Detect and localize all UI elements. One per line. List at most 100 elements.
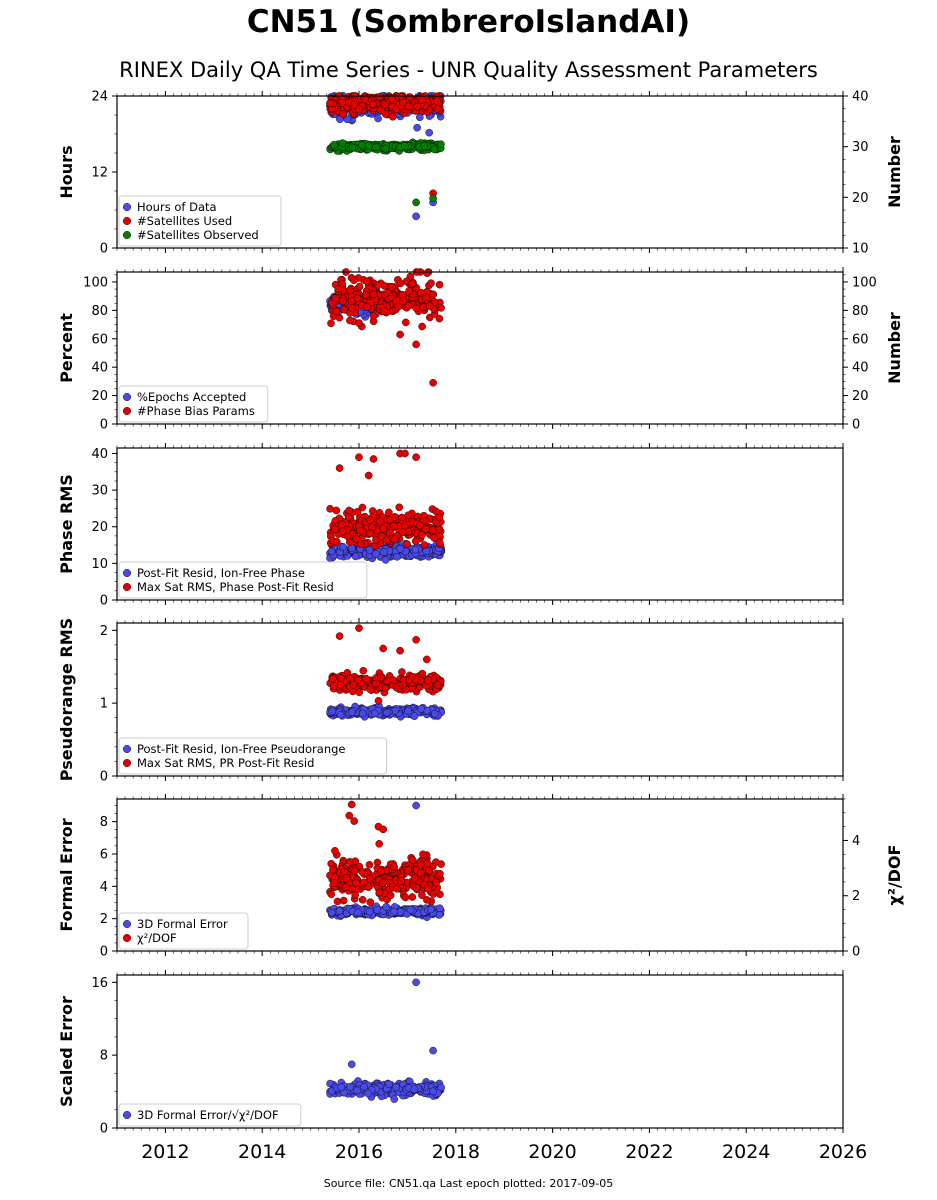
data-point bbox=[369, 100, 377, 109]
data-point bbox=[418, 669, 427, 678]
data-point bbox=[361, 291, 370, 300]
data-point bbox=[354, 908, 362, 917]
data-point bbox=[408, 893, 417, 901]
y-right-tick-label: 0 bbox=[852, 418, 860, 433]
data-point bbox=[377, 532, 386, 540]
data-point bbox=[390, 863, 398, 871]
data-point bbox=[429, 1046, 437, 1055]
data-point bbox=[435, 314, 444, 323]
panel-5: 0 2 4 6 8 0 2 4 χ²/DOF Formal Error 3D Formal Erro… bbox=[57, 794, 904, 960]
y-tick-label: 0 bbox=[100, 1122, 108, 1137]
x-ticks bbox=[116, 970, 844, 1133]
data-point bbox=[330, 879, 339, 887]
legend-label: Max Sat RMS, Phase Post-Fit Resid bbox=[137, 580, 334, 594]
panel-4: 0 1 2 Pseudorange RMS Post-Fit Resid, Ion-Fr… bbox=[57, 618, 844, 785]
data-point bbox=[379, 644, 388, 653]
y-right-ticks: 10 20 30 40 bbox=[843, 90, 869, 257]
y-tick-label: 1 bbox=[100, 697, 108, 712]
series-2 bbox=[326, 92, 445, 198]
data-point bbox=[404, 707, 413, 715]
data-point bbox=[339, 896, 348, 905]
data-point bbox=[429, 526, 437, 534]
x-ticks bbox=[116, 794, 844, 956]
data-point bbox=[397, 513, 406, 522]
x-ticks bbox=[116, 267, 844, 429]
data-point bbox=[361, 95, 370, 104]
x-tick-label: 2018 bbox=[432, 1141, 480, 1163]
data-point bbox=[348, 708, 356, 717]
scatter-points bbox=[326, 800, 445, 922]
data-point bbox=[345, 506, 353, 515]
data-point bbox=[338, 527, 347, 536]
data-point bbox=[390, 1095, 399, 1103]
x-tick-label: 2024 bbox=[722, 1141, 770, 1163]
x-tick-label: 2022 bbox=[625, 1141, 673, 1163]
legend-marker bbox=[122, 407, 131, 416]
data-point bbox=[348, 304, 357, 312]
y-tick-label: 2 bbox=[100, 624, 108, 639]
data-point bbox=[404, 866, 413, 874]
y-tick-label: 0 bbox=[100, 770, 108, 785]
data-point bbox=[396, 646, 404, 655]
data-point bbox=[358, 868, 366, 876]
data-point bbox=[334, 285, 343, 293]
y-right-tick-label: 20 bbox=[852, 191, 869, 206]
data-point bbox=[346, 316, 354, 325]
data-point bbox=[336, 710, 345, 719]
data-point bbox=[392, 1083, 401, 1092]
legend-marker bbox=[122, 1110, 131, 1119]
data-point bbox=[412, 801, 420, 810]
data-point bbox=[421, 293, 430, 302]
data-point bbox=[423, 676, 432, 685]
data-point bbox=[327, 547, 336, 556]
data-point bbox=[335, 632, 344, 640]
legend-label: 3D Formal Error bbox=[137, 917, 228, 931]
data-point bbox=[358, 896, 367, 904]
data-point bbox=[435, 513, 444, 522]
data-point bbox=[337, 1083, 346, 1091]
data-point bbox=[377, 867, 386, 876]
data-point bbox=[356, 526, 365, 535]
data-point bbox=[412, 884, 421, 892]
data-point bbox=[369, 455, 378, 463]
legend-box bbox=[118, 1103, 302, 1127]
y-axis-label: Percent bbox=[57, 313, 76, 383]
y-axis-label: Pseudorange RMS bbox=[57, 618, 76, 781]
data-point bbox=[383, 708, 391, 717]
data-point bbox=[328, 707, 337, 716]
data-point bbox=[375, 93, 384, 101]
data-point bbox=[432, 878, 441, 887]
data-point bbox=[417, 705, 425, 713]
data-point bbox=[381, 684, 390, 693]
y-ticks: 0 10 20 30 40 bbox=[91, 447, 117, 609]
data-point bbox=[350, 100, 359, 109]
data-point bbox=[410, 1085, 419, 1094]
y-tick-label: 40 bbox=[91, 361, 108, 376]
data-point bbox=[381, 101, 390, 109]
x-ticks bbox=[116, 618, 844, 781]
y-tick-label: 8 bbox=[100, 1049, 108, 1064]
data-point bbox=[332, 307, 341, 315]
y-ticks: 0 1 2 bbox=[100, 624, 117, 785]
y-tick-label: 0 bbox=[100, 242, 108, 257]
data-point bbox=[385, 1080, 393, 1088]
data-point bbox=[416, 521, 424, 530]
series-1 bbox=[326, 978, 445, 1103]
data-point bbox=[351, 552, 360, 561]
data-point bbox=[404, 511, 413, 520]
legend: 3D Formal Error/√χ²/DOF bbox=[118, 1103, 302, 1127]
legend-label: %Epochs Accepted bbox=[137, 390, 246, 404]
data-point bbox=[393, 885, 401, 893]
data-point bbox=[391, 513, 399, 521]
y-tick-label: 24 bbox=[91, 90, 108, 105]
data-point bbox=[404, 301, 413, 310]
data-point bbox=[412, 304, 421, 313]
y-right-tick-label: 100 bbox=[852, 275, 877, 290]
data-point bbox=[393, 553, 401, 561]
data-point bbox=[355, 319, 363, 327]
legend-marker bbox=[122, 202, 131, 211]
data-point bbox=[327, 908, 336, 917]
data-point bbox=[422, 655, 431, 664]
data-point bbox=[408, 856, 417, 864]
series-1 bbox=[326, 702, 446, 721]
